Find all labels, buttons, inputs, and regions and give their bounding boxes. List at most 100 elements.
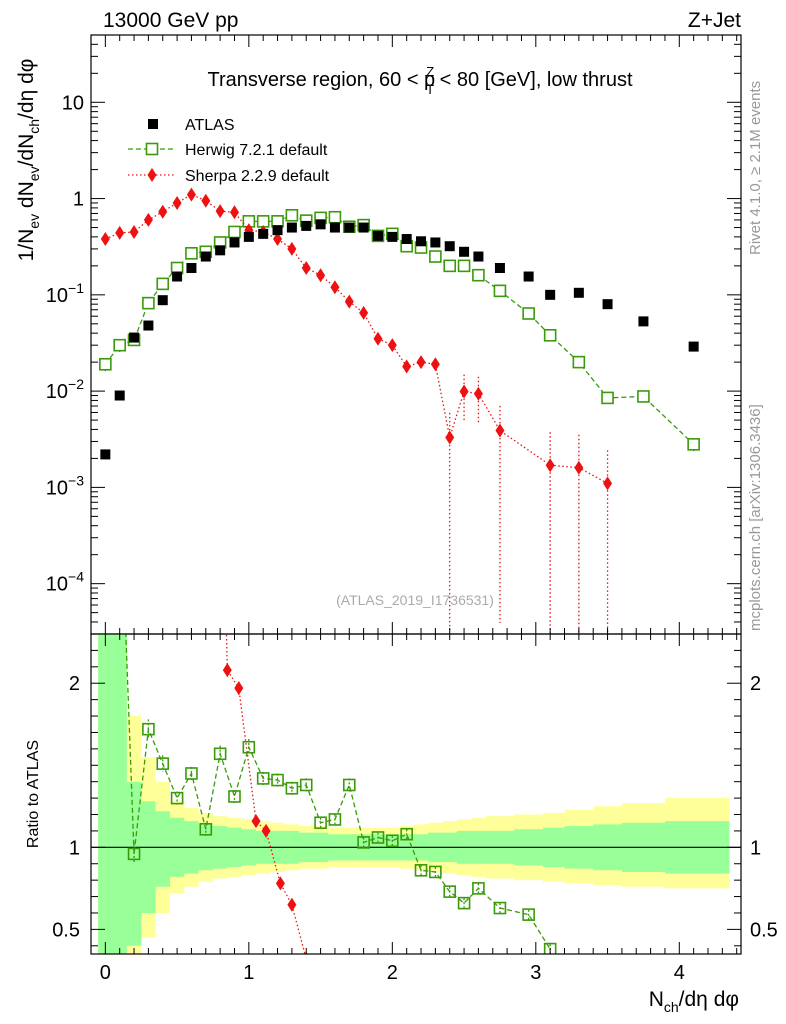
atlas-point (444, 241, 455, 252)
herwig-point (142, 296, 155, 310)
herwig-point (113, 338, 126, 352)
ratio-sherpa-point (261, 823, 271, 838)
atlas-point (229, 237, 240, 248)
sherpa-point (387, 338, 397, 353)
atlas-point (372, 230, 383, 241)
ratio-y-tick-label-right: 1 (750, 837, 761, 859)
atlas-point (200, 251, 211, 262)
sherpa-point (316, 268, 326, 283)
ratio-herwig-point (457, 896, 471, 910)
herwig-point (328, 210, 342, 224)
sherpa-point (129, 224, 139, 239)
atlas-point (602, 299, 613, 310)
sherpa-point (430, 357, 440, 372)
rivet-version-label: Rivet 4.1.0, ≥ 2.1M events (747, 81, 764, 255)
ratio-herwig-point (357, 836, 370, 849)
sherpa-point (287, 241, 297, 256)
ratio-y-tick-label-left: 2 (69, 673, 80, 695)
atlas-point (344, 222, 355, 233)
ratio-herwig-point (256, 772, 270, 785)
mcplots-label: mcplots.cern.ch [arXiv:1306.3436] (747, 404, 764, 631)
legend-label-sherpa: Sherpa 2.2.9 default (185, 168, 330, 185)
atlas-point (473, 251, 484, 262)
atlas-point (416, 236, 427, 247)
ratio-herwig-point (314, 816, 327, 830)
ratio-herwig-point (493, 901, 507, 915)
sherpa-point (100, 232, 110, 247)
ratio-panel: 0 1 2 3 4 0.5 0.5 1 1 2 2 Ratio to ATLAS Nch/dη dφ (25, 633, 778, 1015)
ratio-x-tick-label: 3 (530, 962, 541, 984)
herwig-point (637, 390, 650, 403)
ratio-herwig-point (400, 827, 413, 841)
ratio-herwig-point (285, 781, 299, 795)
ratio-herwig-point (199, 822, 213, 836)
ratio-x-tick-label: 0 (100, 962, 111, 984)
main-watermark: (ATLAS_2019_I1736531) (336, 592, 494, 608)
main-y-tick-label: 10−2 (46, 376, 84, 403)
legend-label-herwig: Herwig 7.2.1 default (185, 142, 328, 159)
x-axis-label: Nch/dη dφ (649, 988, 739, 1015)
legend-marker-herwig (145, 142, 159, 156)
sherpa-point (158, 204, 168, 219)
atlas-point (638, 316, 649, 327)
ratio-herwig-point (127, 847, 141, 861)
main-y-tick-label: 10 (62, 92, 84, 114)
herwig-point (472, 268, 485, 282)
ratio-herwig-point (386, 834, 399, 848)
sherpa-series (100, 187, 613, 634)
sherpa-point (273, 232, 283, 247)
herwig-point (457, 259, 471, 273)
ratio-herwig-point (443, 885, 457, 898)
herwig-point (572, 355, 586, 369)
herwig-point (429, 250, 442, 263)
ratio-herwig-point (185, 767, 198, 780)
ratio-herwig-point (242, 740, 256, 754)
sherpa-point (545, 458, 555, 473)
ratio-sherpa-point (275, 876, 285, 891)
sherpa-point (445, 430, 455, 445)
sherpa-point (574, 460, 584, 475)
ratio-band-outer (98, 634, 730, 954)
ratio-sherpa-point (234, 681, 244, 696)
atlas-point (286, 222, 297, 233)
atlas-point (688, 341, 699, 352)
atlas-point (100, 449, 111, 460)
legend-marker-sherpa (147, 168, 157, 182)
ratio-ylabel: Ratio to ATLAS (25, 740, 42, 848)
legend-marker-atlas (148, 119, 158, 129)
herwig-point (543, 328, 557, 342)
herwig-point (493, 284, 507, 298)
herwig-point (285, 209, 299, 222)
ratio-herwig-point (228, 790, 241, 803)
herwig-point (601, 391, 614, 405)
sherpa-point (416, 355, 426, 370)
herwig-point (687, 438, 700, 451)
herwig-series (99, 209, 700, 452)
ratio-x-tick-label: 2 (387, 962, 398, 984)
ratio-x-tick-label: 1 (243, 962, 254, 984)
sherpa-point (330, 280, 340, 295)
ratio-y-tick-label-left: 0.5 (52, 919, 80, 941)
atlas-point (258, 228, 269, 239)
herwig-point (156, 277, 170, 291)
ratio-sherpa-point (222, 663, 232, 678)
ratio-herwig-point (429, 865, 442, 879)
sherpa-point (373, 331, 383, 346)
ratio-herwig-series (125, 634, 557, 954)
sherpa-point (143, 212, 153, 227)
ratio-herwig-point (170, 791, 184, 805)
main-y-tick-label: 10−4 (46, 569, 84, 596)
ratio-frame (90, 633, 742, 955)
sherpa-point (201, 193, 211, 208)
atlas-point (523, 271, 534, 282)
ratio-herwig-point (213, 747, 227, 761)
atlas-point (143, 320, 154, 331)
atlas-point (545, 289, 556, 300)
atlas-point (459, 246, 470, 257)
ratio-herwig-point (543, 942, 557, 954)
atlas-point (129, 332, 140, 343)
ratio-y-tick-label-right: 0.5 (750, 919, 778, 941)
sherpa-point (215, 204, 225, 219)
atlas-point (157, 295, 168, 306)
main-y-tick-label: 10−1 (46, 280, 84, 307)
